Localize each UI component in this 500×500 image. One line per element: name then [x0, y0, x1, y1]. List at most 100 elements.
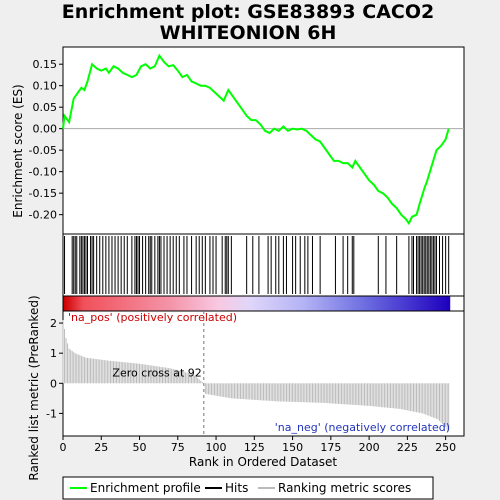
rank-color-cell: [105, 296, 108, 311]
rank-color-cell: [153, 296, 156, 311]
rank-color-cell: [197, 296, 200, 311]
rank-color-cell: [115, 296, 118, 311]
rank-color-cell: [272, 296, 275, 311]
rank-color-cell: [333, 296, 336, 311]
rank-color-cell: [64, 296, 67, 311]
rank-color-cell: [104, 296, 107, 311]
rank-color-cell: [203, 296, 206, 311]
rank-color-cell: [237, 296, 240, 311]
rank-color-cell: [387, 296, 390, 311]
rank-color-cell: [119, 296, 122, 311]
rank-color-cell: [295, 296, 298, 311]
metric-ytick-label: 2: [50, 317, 57, 330]
rank-color-cell: [315, 296, 318, 311]
rank-color-cell: [317, 296, 320, 311]
rank-color-cell: [269, 296, 272, 311]
rank-color-cell: [157, 296, 160, 311]
rank-color-cell: [398, 296, 401, 311]
rank-color-cell: [72, 296, 75, 311]
x-tick-label: 175: [320, 441, 341, 454]
es-ytick-label: 0.10: [33, 80, 58, 93]
rank-color-cell: [437, 296, 441, 311]
rank-color-cell: [145, 296, 148, 311]
rank-color-cell: [286, 296, 289, 311]
rank-color-cell: [232, 296, 235, 311]
rank-color-cell: [228, 296, 231, 311]
rank-color-cell: [402, 296, 405, 311]
rank-color-cell: [421, 296, 424, 311]
rank-color-cell: [73, 296, 76, 311]
rank-color-cell: [148, 296, 151, 311]
rank-color-cell: [137, 296, 141, 311]
rank-color-cell: [206, 296, 209, 311]
rank-color-cell: [281, 296, 284, 311]
rank-color-cell: [372, 296, 375, 311]
rank-color-cell: [260, 296, 263, 311]
rank-color-cell: [384, 296, 387, 311]
rank-color-cell: [147, 296, 150, 311]
rank-color-cell: [102, 296, 105, 311]
rank-color-cell: [407, 296, 410, 311]
es-ytick-label: -0.15: [29, 187, 57, 200]
rank-color-cell: [151, 296, 154, 311]
rank-color-cell: [385, 296, 388, 311]
chart-title-line1: Enrichment plot: GSE83893 CACO2: [62, 1, 435, 23]
rank-color-cell: [442, 296, 445, 311]
rank-color-cell: [343, 296, 346, 311]
rank-color-cell: [176, 296, 179, 311]
rank-color-cell: [183, 296, 186, 311]
rank-color-cell: [301, 296, 304, 311]
rank-color-cell: [263, 296, 266, 311]
legend-label-enrichment: Enrichment profile: [90, 481, 201, 495]
rank-color-cell: [310, 296, 313, 311]
rank-color-cell: [378, 296, 381, 311]
rank-color-cell: [89, 296, 92, 311]
rank-color-cell: [444, 296, 447, 311]
rank-color-cell: [168, 296, 171, 311]
x-tick-label: 100: [206, 441, 227, 454]
rank-color-cell: [66, 296, 69, 311]
rank-color-cell: [364, 296, 367, 311]
rank-color-cell: [75, 296, 78, 311]
rank-color-cell: [392, 296, 395, 311]
rank-color-cell: [93, 296, 96, 311]
rank-color-cell: [297, 296, 300, 311]
rank-color-cell: [428, 296, 431, 311]
rank-color-cell: [396, 296, 399, 311]
rank-color-cell: [303, 296, 306, 311]
rank-color-cell: [362, 296, 366, 311]
rank-color-cell: [121, 296, 124, 311]
rank-color-bar: [62, 295, 465, 312]
legend-box: [62, 476, 434, 500]
rank-color-cell: [404, 296, 407, 311]
rank-color-cell: [254, 296, 257, 311]
rank-color-cell: [219, 296, 222, 311]
rank-color-cell: [144, 296, 147, 311]
rank-color-cell: [410, 296, 413, 311]
rank-color-cell: [307, 296, 310, 311]
rank-color-cell: [408, 296, 411, 311]
rank-color-cell: [186, 296, 190, 311]
rank-color-cell: [245, 296, 248, 311]
rank-color-cell: [136, 296, 139, 311]
rank-color-cell: [257, 296, 260, 311]
rank-color-cell: [154, 296, 157, 311]
rank-color-cell: [436, 296, 439, 311]
rank-color-cell: [211, 296, 214, 311]
rank-color-cell: [381, 296, 384, 311]
x-tick-label: 225: [397, 441, 418, 454]
rank-color-cell: [326, 296, 329, 311]
rank-color-cell: [133, 296, 136, 311]
metric-ytick-label: 0: [50, 377, 57, 390]
es-ytick-label: -0.10: [29, 166, 57, 179]
rank-color-cell: [395, 296, 398, 311]
x-tick-label: 0: [60, 441, 67, 454]
x-tick-label: 125: [244, 441, 265, 454]
rank-color-cell: [413, 296, 416, 311]
rank-color-cell: [329, 296, 332, 311]
rank-color-cell: [78, 296, 81, 311]
rank-color-cell: [226, 296, 229, 311]
rank-color-cell: [283, 296, 286, 311]
rank-color-cell: [418, 296, 421, 311]
negative-correlation-label: 'na_neg' (negatively correlated): [275, 421, 450, 434]
